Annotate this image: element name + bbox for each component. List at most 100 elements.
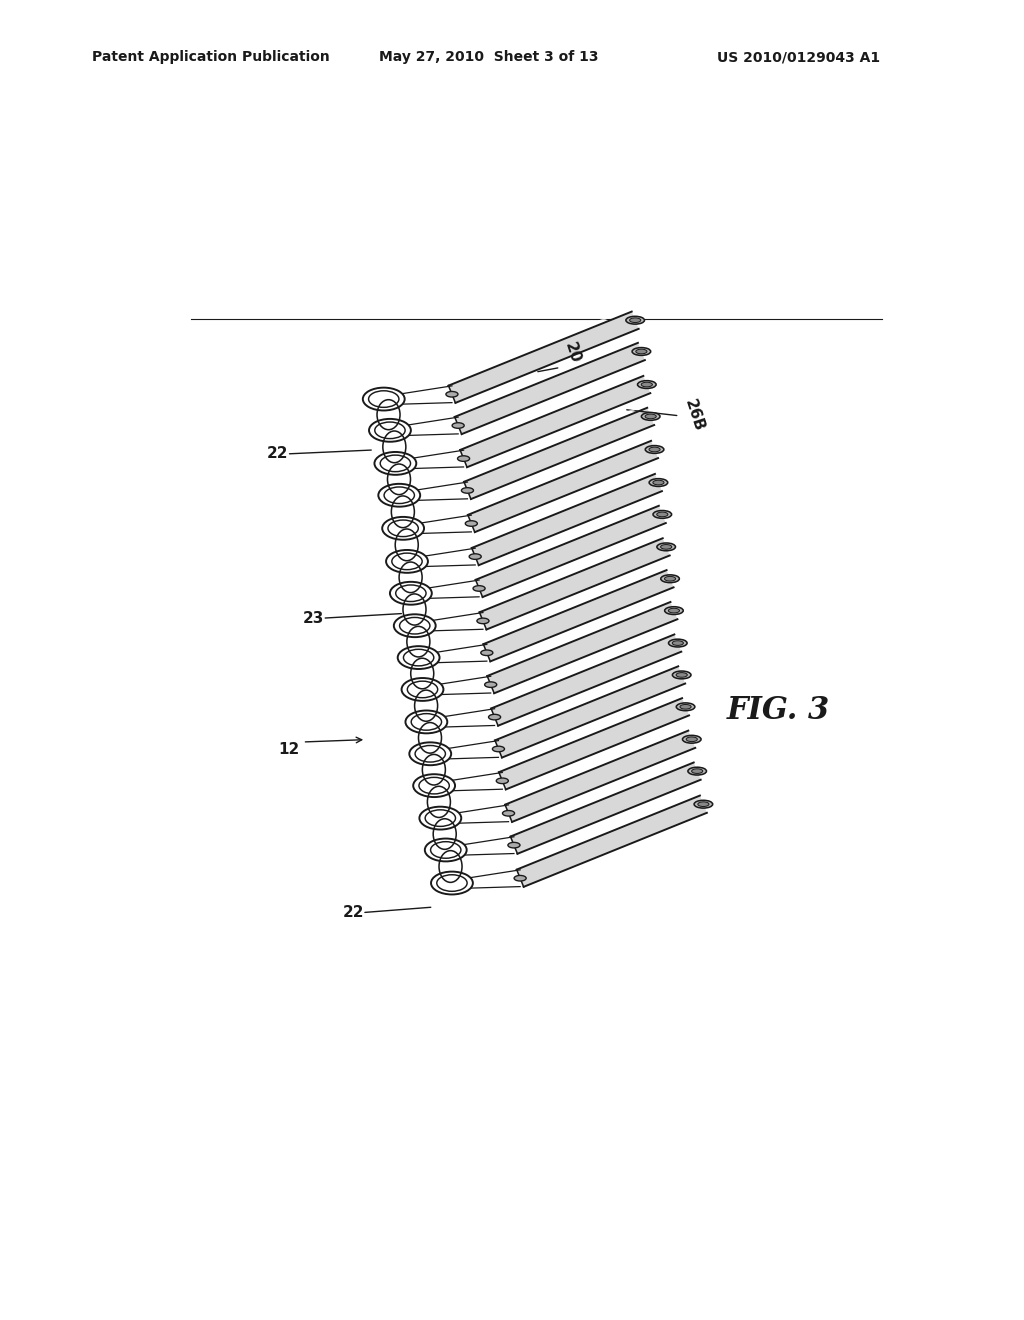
Ellipse shape [391, 496, 415, 528]
Polygon shape [487, 602, 678, 693]
Ellipse shape [682, 735, 701, 743]
Polygon shape [495, 667, 685, 758]
Polygon shape [517, 796, 707, 887]
Ellipse shape [638, 380, 656, 388]
Ellipse shape [676, 702, 695, 710]
Ellipse shape [669, 609, 680, 612]
Text: Patent Application Publication: Patent Application Publication [92, 50, 330, 65]
Ellipse shape [697, 801, 709, 807]
Text: 22: 22 [342, 906, 364, 920]
Ellipse shape [477, 618, 489, 623]
Polygon shape [464, 408, 654, 499]
Ellipse shape [641, 383, 652, 387]
Polygon shape [468, 441, 658, 532]
Ellipse shape [497, 777, 508, 784]
Ellipse shape [410, 742, 452, 766]
Ellipse shape [386, 550, 428, 573]
Ellipse shape [439, 850, 462, 882]
Text: 20: 20 [562, 341, 583, 366]
Ellipse shape [669, 639, 687, 647]
Ellipse shape [686, 737, 697, 742]
Ellipse shape [673, 671, 691, 678]
Polygon shape [505, 731, 695, 822]
Ellipse shape [390, 582, 432, 605]
Ellipse shape [411, 659, 434, 689]
Ellipse shape [378, 484, 420, 507]
Ellipse shape [626, 317, 644, 325]
Ellipse shape [383, 432, 406, 463]
Ellipse shape [406, 710, 447, 734]
Ellipse shape [422, 755, 445, 785]
Ellipse shape [488, 714, 501, 719]
Ellipse shape [375, 451, 417, 475]
Ellipse shape [397, 647, 439, 669]
Ellipse shape [514, 875, 526, 880]
Ellipse shape [653, 511, 672, 519]
Ellipse shape [362, 388, 404, 411]
Text: 12: 12 [279, 742, 300, 758]
Ellipse shape [419, 722, 441, 754]
Ellipse shape [427, 787, 451, 817]
Ellipse shape [403, 594, 426, 626]
Text: US 2010/0129043 A1: US 2010/0129043 A1 [717, 50, 880, 65]
Ellipse shape [694, 800, 713, 808]
Text: May 27, 2010  Sheet 3 of 13: May 27, 2010 Sheet 3 of 13 [379, 50, 598, 65]
Ellipse shape [462, 487, 473, 494]
Ellipse shape [382, 517, 424, 540]
Ellipse shape [508, 842, 520, 847]
Ellipse shape [484, 682, 497, 688]
Ellipse shape [481, 649, 493, 656]
Ellipse shape [665, 577, 676, 581]
Ellipse shape [636, 350, 647, 354]
Polygon shape [492, 635, 681, 726]
Ellipse shape [425, 838, 467, 862]
Ellipse shape [680, 705, 691, 709]
Ellipse shape [414, 775, 455, 797]
Ellipse shape [407, 627, 430, 657]
Ellipse shape [676, 673, 687, 677]
Ellipse shape [665, 607, 683, 615]
Ellipse shape [473, 586, 485, 591]
Ellipse shape [688, 767, 707, 775]
Ellipse shape [445, 392, 458, 397]
Ellipse shape [630, 318, 641, 322]
Ellipse shape [493, 746, 505, 752]
Ellipse shape [394, 614, 435, 638]
Ellipse shape [632, 347, 650, 355]
Ellipse shape [645, 446, 664, 453]
Ellipse shape [395, 529, 418, 561]
Ellipse shape [649, 479, 668, 487]
Ellipse shape [369, 418, 411, 442]
Text: 26B: 26B [682, 397, 707, 433]
Ellipse shape [399, 562, 422, 593]
Polygon shape [449, 312, 639, 403]
Ellipse shape [656, 512, 668, 516]
Ellipse shape [469, 554, 481, 560]
Ellipse shape [645, 414, 656, 418]
Ellipse shape [401, 678, 443, 701]
Polygon shape [479, 539, 670, 630]
Polygon shape [472, 474, 662, 565]
Text: 23: 23 [303, 611, 324, 626]
Ellipse shape [415, 690, 437, 721]
Ellipse shape [458, 455, 470, 462]
Ellipse shape [691, 768, 702, 774]
Text: 22: 22 [267, 446, 289, 462]
Polygon shape [455, 343, 645, 434]
Ellipse shape [672, 640, 683, 645]
Polygon shape [511, 763, 700, 854]
Ellipse shape [641, 413, 660, 420]
Polygon shape [483, 570, 674, 661]
Ellipse shape [387, 465, 411, 495]
Ellipse shape [503, 810, 515, 816]
Text: FIG. 3: FIG. 3 [727, 694, 830, 726]
Polygon shape [460, 376, 650, 467]
Ellipse shape [420, 807, 461, 829]
Ellipse shape [660, 545, 672, 549]
Ellipse shape [433, 818, 457, 849]
Polygon shape [499, 698, 689, 789]
Ellipse shape [431, 871, 473, 895]
Ellipse shape [660, 574, 679, 582]
Polygon shape [475, 506, 666, 597]
Ellipse shape [656, 543, 676, 550]
